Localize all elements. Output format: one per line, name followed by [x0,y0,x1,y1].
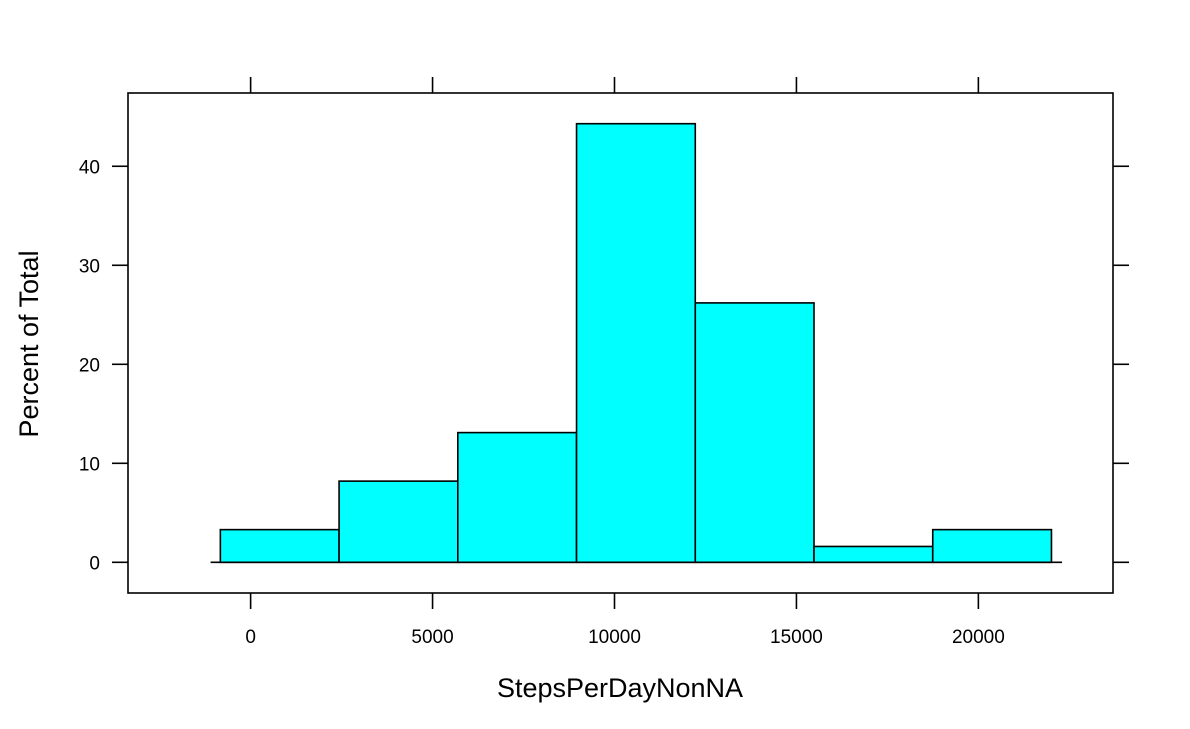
histogram-bar-5 [813,545,934,564]
y-tick-label-0: 0 [89,553,100,574]
y-axis-title: Percent of Total [14,250,44,437]
bars-layer [210,122,1063,564]
x-tick-label-1: 5000 [411,627,453,648]
histogram-bar-0 [219,528,340,564]
y-tick-label-1: 10 [79,454,100,475]
y-tick-label-4: 40 [79,157,100,178]
x-tick-label-0: 0 [245,627,256,648]
y-tick-label-2: 20 [79,355,100,376]
x-tick-label-2: 10000 [588,627,641,648]
axes-layer: 0 5000 10000 15000 20000 0 10 20 30 40 [79,77,1129,648]
histogram-bar-6 [931,528,1053,564]
x-tick-label-3: 15000 [770,627,823,648]
histogram-bar-3 [575,122,697,564]
histogram-bar-2 [457,431,578,564]
x-axis-title: StepsPerDayNonNA [497,673,743,703]
histogram-bar-1 [338,480,459,564]
plot-panel-border [127,92,1114,594]
x-tick-label-4: 20000 [952,627,1005,648]
histogram-bar-4 [694,302,815,564]
y-tick-label-3: 30 [79,256,100,277]
